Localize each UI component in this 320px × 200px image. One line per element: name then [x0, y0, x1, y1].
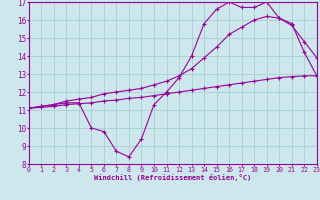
X-axis label: Windchill (Refroidissement éolien,°C): Windchill (Refroidissement éolien,°C) — [94, 174, 252, 181]
